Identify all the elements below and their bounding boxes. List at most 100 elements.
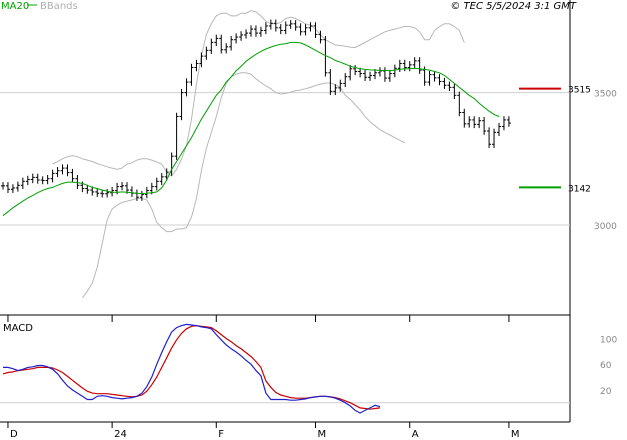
price-bar [333, 84, 338, 96]
price-bar [239, 31, 244, 41]
price-bar [1, 182, 5, 190]
price-bar [482, 117, 487, 135]
price-bar [144, 186, 149, 199]
price-bar [501, 116, 506, 131]
price-bar [139, 190, 144, 201]
price-bar [253, 25, 258, 37]
price-bar [412, 57, 417, 69]
macd-line [3, 323, 381, 414]
price-bar [110, 186, 115, 197]
price-bar [15, 181, 20, 192]
price-bar [506, 116, 511, 127]
price-bar [55, 167, 60, 178]
price-bar [373, 69, 377, 80]
price-bar [477, 117, 482, 129]
price-bar [229, 36, 234, 51]
price-bar [323, 36, 328, 77]
price-bar [407, 61, 412, 72]
price-bar [154, 177, 159, 191]
macd-tick-label: 20 [600, 387, 612, 397]
price-bar [472, 116, 477, 129]
price-bar [174, 112, 179, 160]
price-bar [20, 177, 25, 189]
price-bar [204, 46, 209, 60]
price-bar [338, 79, 343, 92]
price-bar [442, 77, 447, 89]
legend: MA20 BBands [1, 1, 78, 12]
macd-panel: 100 60 20 [0, 323, 617, 414]
price-bar [417, 57, 422, 74]
price-bar [343, 73, 348, 88]
price-bar [95, 188, 100, 197]
price-bar [179, 88, 184, 121]
x-tick-label: M [317, 429, 326, 440]
price-bar [214, 34, 219, 47]
price-bar [219, 34, 224, 54]
price-bar [164, 168, 169, 181]
price-bar [358, 67, 363, 78]
price-bar [487, 127, 492, 148]
price-bar [25, 175, 30, 186]
price-bar [258, 26, 263, 37]
x-tick-label: 24 [114, 429, 127, 440]
macd-tick-label: 60 [600, 361, 612, 371]
price-bar [224, 43, 229, 54]
price-bar [467, 116, 472, 128]
price-bar [308, 22, 313, 32]
x-tick-label: A [412, 429, 419, 440]
macd-title: MACD [3, 323, 33, 334]
price-bar [65, 164, 70, 177]
legend-label-bbands: BBands [40, 1, 78, 12]
price-bar [199, 52, 204, 68]
price-bar [313, 22, 318, 39]
legend-label-ma20: MA20 [1, 1, 29, 12]
price-bar [129, 186, 134, 197]
price-bar [397, 59, 402, 72]
price-bar [75, 174, 80, 189]
price-bar [35, 173, 40, 184]
price-bar [377, 67, 382, 77]
price-bar [105, 189, 110, 198]
bollinger-bands [52, 10, 465, 299]
price-bar [234, 33, 239, 44]
price-bar [293, 20, 298, 31]
x-axis: D 24 F M A M [7, 315, 520, 440]
price-bar [268, 19, 273, 30]
price-bar [392, 64, 397, 78]
ma20-line [2, 41, 500, 217]
price-bar [40, 176, 45, 185]
bband-upper [52, 10, 465, 177]
price-bar [452, 83, 457, 99]
price-bar [5, 182, 10, 193]
price-bar [353, 65, 358, 76]
price-bar [288, 20, 293, 29]
price-bar [492, 128, 497, 148]
price-bar [402, 59, 407, 72]
price-bar [447, 81, 452, 92]
price-bar [283, 21, 288, 35]
price-bar [159, 173, 164, 186]
price-bar [50, 169, 55, 183]
price-bar [427, 70, 432, 86]
price-bar [194, 59, 199, 72]
timestamp: © TEC 5/5/2024 3:1 GMT [450, 1, 577, 12]
price-bar [457, 91, 462, 117]
price-bar [60, 164, 65, 175]
price-panel [0, 0, 571, 423]
x-tick-label: F [218, 429, 224, 440]
price-bar [273, 19, 278, 32]
price-bars [1, 19, 511, 201]
bband-lower [81, 72, 406, 299]
grid-lines [0, 92, 570, 226]
price-tick-label: 3000 [594, 222, 617, 232]
level-label: 3515 [568, 86, 591, 96]
y-axis-labels: 3500 3000 [594, 90, 617, 232]
price-bar [363, 69, 368, 81]
macd-tick-label: 100 [600, 335, 617, 345]
price-bar [437, 74, 442, 86]
price-bar [189, 63, 194, 86]
price-bar [30, 173, 35, 184]
price-levels: 3515 3142 [519, 86, 591, 194]
price-bar [348, 65, 353, 81]
